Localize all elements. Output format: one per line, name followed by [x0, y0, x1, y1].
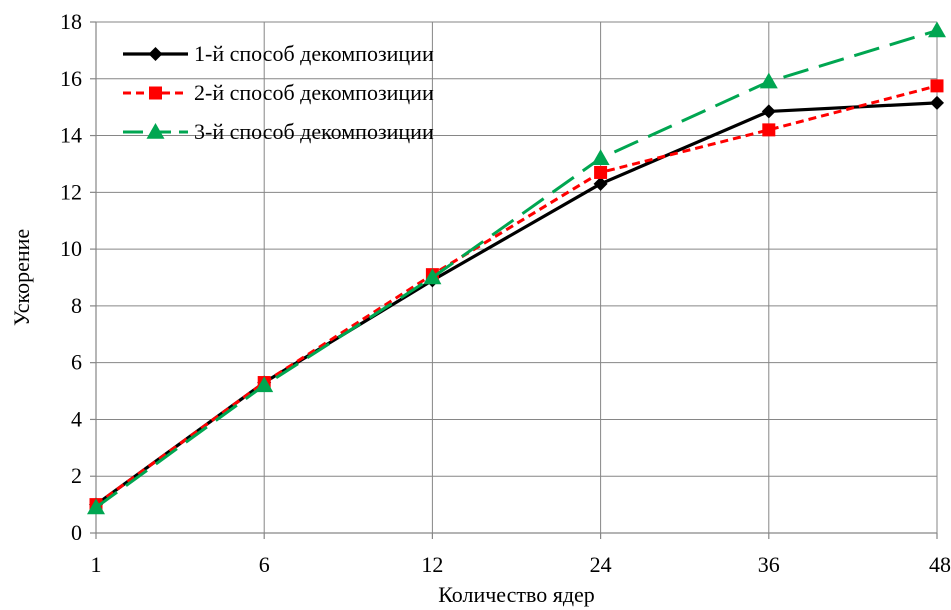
data-point — [759, 72, 778, 89]
legend-label: 1-й способ декомпозиции — [194, 41, 434, 66]
y-tick-label: 10 — [60, 236, 82, 261]
legend-marker — [146, 123, 165, 139]
x-tick-label: 36 — [758, 552, 780, 577]
y-tick-label: 16 — [60, 66, 82, 91]
data-point — [928, 21, 946, 38]
series-3 — [87, 21, 946, 515]
series-line — [95, 84, 938, 506]
x-tick-labels: 1 6 12 24 36 48 — [91, 552, 951, 577]
data-point — [87, 498, 105, 515]
y-tick-label: 8 — [71, 293, 82, 318]
legend: 1-й способ декомпозиции 2-й способ декомп… — [123, 41, 434, 144]
legend-entry: 1-й способ декомпозиции — [123, 41, 434, 66]
legend-entry: 2-й способ декомпозиции — [123, 80, 434, 105]
data-point — [594, 165, 608, 179]
axes — [90, 21, 938, 539]
x-tick-label: 12 — [421, 552, 443, 577]
y-tick-labels: 0 2 4 6 8 10 12 14 16 18 — [60, 9, 82, 545]
y-tick-label: 4 — [71, 406, 82, 431]
series-line — [95, 101, 938, 506]
y-tick-label: 14 — [60, 123, 82, 148]
series-2 — [89, 79, 944, 512]
y-tick-label: 2 — [71, 463, 82, 488]
series-line — [95, 29, 938, 509]
legend-label: 3-й способ декомпозиции — [194, 119, 434, 144]
data-point — [423, 268, 442, 285]
data-point — [593, 176, 608, 191]
y-tick-label: 18 — [60, 9, 82, 34]
y-tick-label: 6 — [71, 350, 82, 375]
legend-marker — [149, 86, 162, 100]
data-point — [255, 376, 274, 393]
x-tick-label: 24 — [590, 552, 612, 577]
x-tick-label: 48 — [929, 552, 951, 577]
data-point — [762, 123, 776, 137]
legend-marker — [148, 47, 163, 61]
series-1 — [89, 95, 944, 512]
y-tick-label: 0 — [71, 520, 82, 545]
data-point — [930, 95, 944, 110]
series-group — [87, 21, 946, 515]
legend-entry: 3-й способ декомпозиции — [123, 119, 434, 144]
x-axis-title: Количество ядер — [438, 582, 595, 607]
data-point — [761, 104, 776, 119]
x-tick-label: 6 — [259, 552, 270, 577]
y-tick-label: 12 — [60, 179, 82, 204]
data-point — [930, 79, 944, 93]
legend-label: 2-й способ декомпозиции — [194, 80, 434, 105]
y-axis-title: Ускорение — [9, 229, 34, 326]
data-point — [591, 149, 610, 166]
grid — [96, 21, 938, 533]
x-tick-label: 1 — [91, 552, 102, 577]
